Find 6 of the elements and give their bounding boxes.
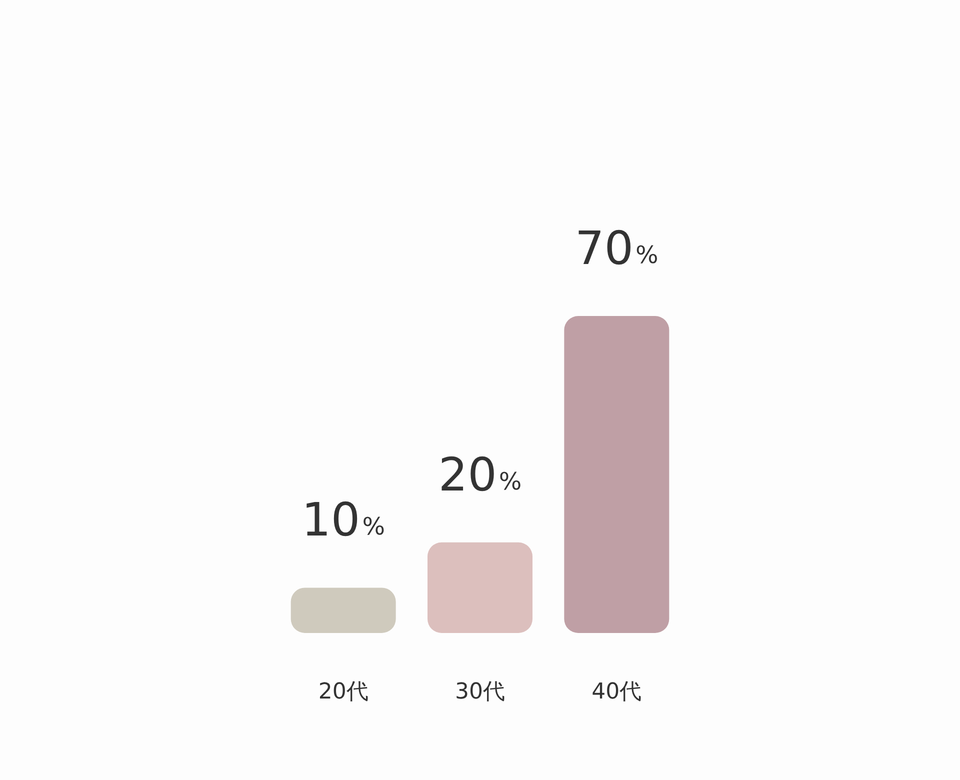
- x-tick-label: 30代: [455, 680, 505, 704]
- data-label: 20%: [438, 447, 522, 502]
- x-tick-label: 40代: [592, 680, 642, 704]
- x-tick-label: 20代: [318, 680, 368, 704]
- data-label: 10%: [302, 492, 386, 547]
- data-label: 70%: [574, 221, 658, 275]
